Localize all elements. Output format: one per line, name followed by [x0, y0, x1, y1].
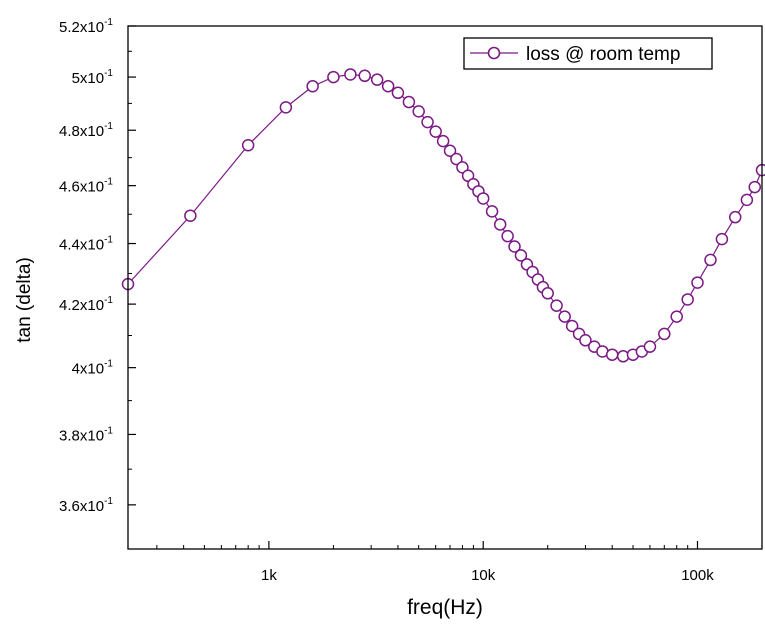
series-layer	[123, 69, 765, 362]
data-point	[422, 117, 433, 128]
y-tick-exponent: -1	[104, 496, 113, 507]
data-point	[487, 206, 498, 217]
y-tick-exponent: -1	[104, 68, 113, 79]
y-tick-label: 5.2x10-1	[59, 17, 113, 36]
data-point	[328, 72, 339, 83]
data-point	[392, 87, 403, 98]
y-tick-label: 4.6x10-1	[59, 177, 113, 196]
data-point	[502, 231, 513, 242]
data-point	[559, 311, 570, 322]
data-point	[671, 311, 682, 322]
data-point	[692, 277, 703, 288]
y-tick-label: 5x10-1	[72, 68, 114, 87]
y-tick-mantissa: 4.8x10	[59, 123, 104, 140]
y-tick-exponent: -1	[104, 295, 113, 306]
data-point	[383, 81, 394, 92]
data-point	[307, 81, 318, 92]
legend-marker	[489, 48, 500, 59]
y-tick-exponent: -1	[104, 17, 113, 28]
y-tick-label: 4.8x10-1	[59, 121, 113, 140]
x-tick-label: 100k	[681, 567, 714, 584]
data-point	[551, 300, 562, 311]
data-point	[495, 219, 506, 230]
data-point	[716, 234, 727, 245]
data-point	[413, 106, 424, 117]
y-tick-mantissa: 4.4x10	[59, 237, 104, 254]
data-point	[345, 69, 356, 80]
y-tick-label: 4.2x10-1	[59, 295, 113, 314]
data-point	[607, 349, 618, 360]
data-point	[243, 140, 254, 151]
data-point	[749, 182, 760, 193]
y-tick-exponent: -1	[104, 235, 113, 246]
y-tick-label: 3.6x10-1	[59, 496, 113, 515]
data-point	[730, 212, 741, 223]
data-point	[185, 210, 196, 221]
data-point	[757, 165, 765, 176]
legend-label: loss @ room temp	[526, 44, 680, 65]
data-point	[741, 194, 752, 205]
y-tick-exponent: -1	[104, 425, 113, 436]
data-point	[438, 136, 449, 147]
y-tick-label: 3.8x10-1	[59, 425, 113, 444]
y-tick-mantissa: 4.2x10	[59, 297, 104, 314]
y-tick-mantissa: 5.2x10	[59, 19, 104, 36]
legend: loss @ room temp	[464, 38, 712, 69]
x-tick-label: 10k	[471, 567, 496, 584]
data-point	[359, 70, 370, 81]
y-tick-mantissa: 4.6x10	[59, 179, 104, 196]
plot-frame	[128, 26, 762, 549]
data-point	[280, 102, 291, 113]
data-point	[705, 254, 716, 265]
data-point	[682, 294, 693, 305]
y-tick-mantissa: 3.6x10	[59, 498, 104, 515]
data-point	[478, 193, 489, 204]
y-axis-label: tan (delta)	[14, 257, 35, 343]
y-tick-exponent: -1	[104, 121, 113, 132]
y-tick-exponent: -1	[104, 359, 113, 370]
data-point	[403, 97, 414, 108]
data-point	[644, 341, 655, 352]
y-tick-label: 4x10-1	[72, 359, 114, 378]
y-tick-label: 4.4x10-1	[59, 235, 113, 254]
y-tick-exponent: -1	[104, 177, 113, 188]
x-axis-label: freq(Hz)	[407, 596, 483, 619]
y-tick-mantissa: 4x10	[72, 361, 105, 378]
x-tick-label: 1k	[261, 567, 277, 584]
data-point	[542, 288, 553, 299]
data-point	[430, 126, 441, 137]
data-point	[659, 328, 670, 339]
y-tick-mantissa: 3.8x10	[59, 427, 104, 444]
data-point	[372, 74, 383, 85]
y-tick-mantissa: 5x10	[72, 70, 105, 87]
series-line	[128, 74, 762, 356]
